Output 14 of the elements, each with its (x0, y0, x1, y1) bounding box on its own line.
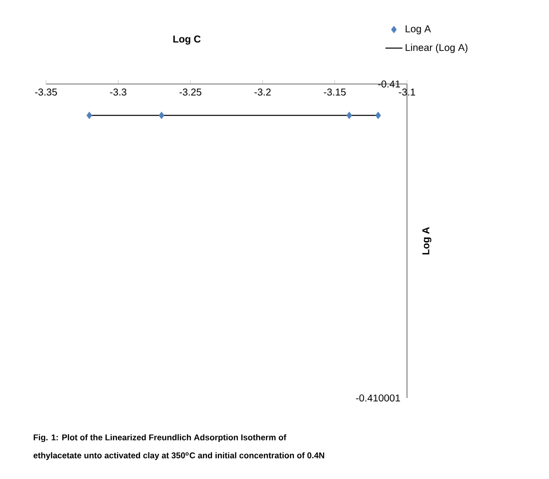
legend-label: Linear (Log A) (406, 44, 468, 53)
y-axis-title: Log A (422, 227, 432, 254)
y-tick-label: -0.410001 (356, 394, 400, 402)
y-tick-label: -0.41 (378, 80, 400, 88)
x-tick-label: -3.25 (179, 88, 202, 96)
caption: Fig. 1: Plot of the Linearized Freundlich Adsorption Isotherm of (34, 434, 286, 442)
legend-label: Log A (406, 25, 431, 34)
x-tick-label: -3.1 (398, 88, 416, 96)
x-tick-label: -3.3 (110, 88, 126, 96)
x-tick-label: -3.35 (35, 88, 57, 96)
text: ethylacetate unto activated clay at 350$^{o}$C and initial concentration of 0.4N (34, 452, 324, 460)
x-tick-label: -3.15 (324, 88, 346, 96)
x-axis-title: Log C (173, 36, 201, 45)
x-tick-label: -3.2 (254, 88, 271, 96)
